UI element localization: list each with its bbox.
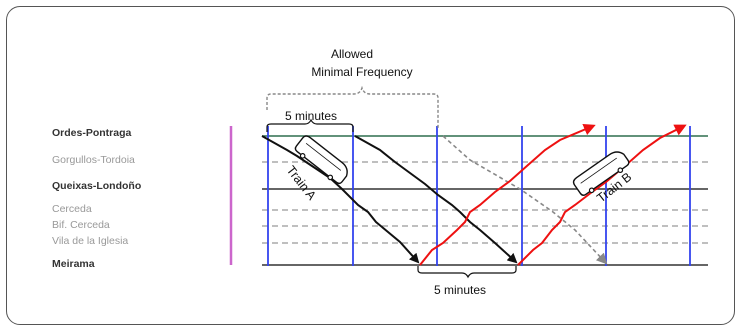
train-a-path-2 <box>354 135 518 264</box>
train-b-path-1 <box>419 123 596 266</box>
bottom-interval-label: 5 minutes <box>434 283 486 297</box>
top-interval-label: 5 minutes <box>285 109 337 123</box>
station-label-bif-cerceda: Bif. Cerceda <box>52 219 110 231</box>
train-a-label: Train A <box>284 163 320 203</box>
station-label-vila-de-la-iglesia: Vila de la Iglesia <box>52 235 128 247</box>
bottom-interval-bracket <box>417 266 517 279</box>
train-b-icon <box>572 151 630 196</box>
ghost-train-path <box>442 135 608 265</box>
allowed-label-line1: Allowed <box>331 47 373 61</box>
station-label-queixas-londono: Queixas-Londoño <box>52 180 141 192</box>
station-grid-lines <box>262 135 708 266</box>
station-labels: Ordes-Pontraga Gorgullos-Tordoia Queixas… <box>52 127 141 270</box>
time-grid-lines <box>267 126 691 266</box>
train-a-icon <box>294 135 348 185</box>
train-b-path-2 <box>517 124 687 266</box>
station-label-gorgullos-tordoia: Gorgullos-Tordoia <box>52 154 135 166</box>
top-interval-bracket <box>266 118 354 132</box>
allowed-frequency-bracket <box>266 85 439 128</box>
train-a-path-1 <box>261 135 420 264</box>
station-label-cerceda: Cerceda <box>52 203 92 215</box>
station-label-ordes-pontraga: Ordes-Pontraga <box>52 127 132 139</box>
station-label-meirama: Meirama <box>52 258 95 270</box>
allowed-label-line2: Minimal Frequency <box>311 65 412 79</box>
